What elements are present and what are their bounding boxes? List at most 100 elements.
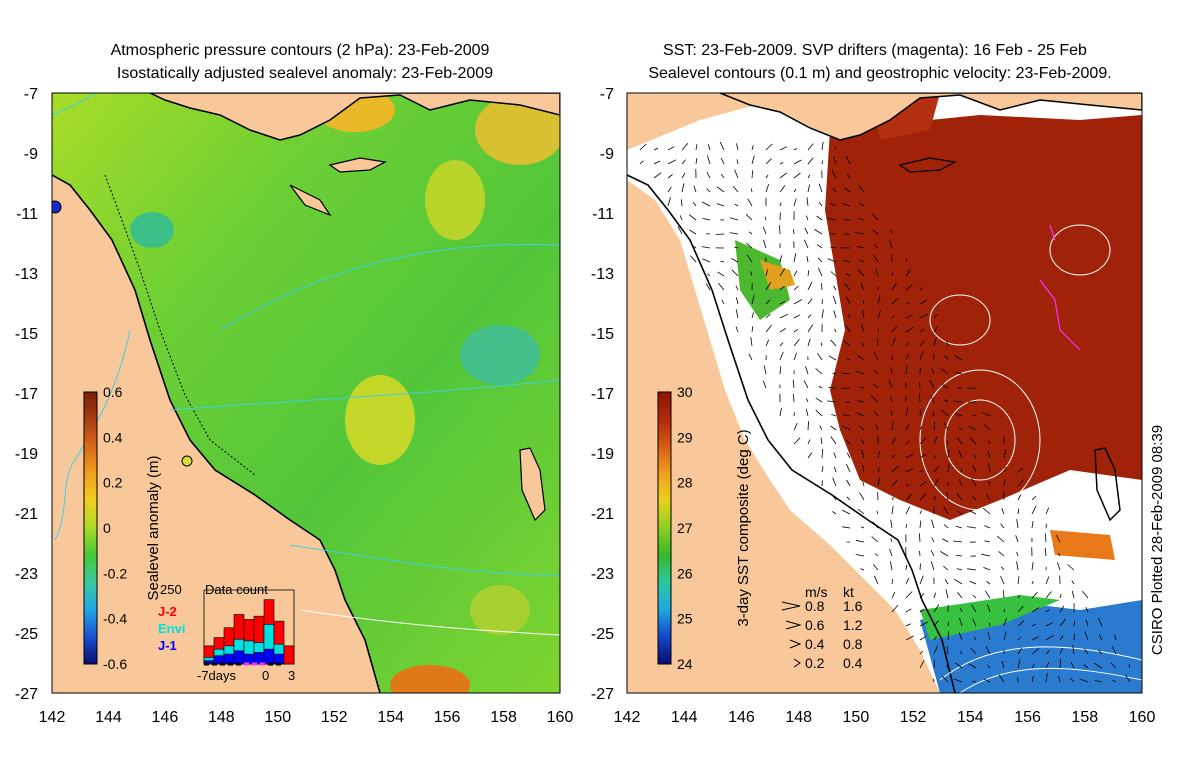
velocity-arrow: [779, 202, 782, 207]
velocity-arrow: [959, 427, 963, 431]
velocity-arrow: [1110, 662, 1117, 669]
velocity-arrow: [947, 631, 950, 641]
velocity-arrow: [820, 437, 823, 445]
velocity-arrow: [919, 510, 922, 515]
sla-ocean-field: [52, 93, 560, 693]
velocity-arrow: [933, 636, 937, 641]
lon-label-left: 158: [490, 709, 517, 726]
new-guinea-land: [149, 93, 560, 141]
velocity-arrow: [874, 244, 879, 249]
velocity-arrow: [905, 524, 907, 529]
velocity-arrow: [793, 437, 801, 445]
velocity-arrow: [891, 297, 899, 305]
right-colorbar-label: 3-day SST composite (deg C): [735, 429, 752, 626]
velocity-arrow: [793, 423, 798, 431]
velocity-arrow: [1067, 564, 1075, 571]
lat-label-left: -25: [15, 626, 38, 643]
velocity-arrow: [862, 465, 865, 473]
velocity-arrow: [960, 468, 963, 473]
velocity-arrow: [890, 561, 893, 571]
velocity-arrow: [833, 156, 837, 165]
velocity-arrow: [874, 553, 879, 557]
pressure-contour-2: [169, 379, 560, 411]
velocity-arrow: [933, 421, 935, 431]
velocity-arrow: [747, 198, 753, 207]
velocity-arrow: [830, 339, 837, 347]
velocity-arrow: [806, 256, 809, 263]
velocity-arrow: [940, 368, 949, 375]
velocity-arrow: [751, 170, 754, 179]
velocity-arrow: [818, 267, 823, 277]
velocity-arrow: [905, 342, 910, 347]
speed-legend-ms: 0.8: [805, 598, 825, 614]
velocity-arrow: [692, 245, 697, 249]
velocity-arrow: [1058, 553, 1061, 557]
velocity-arrow: [1058, 675, 1061, 683]
lon-label-right: 152: [900, 709, 927, 726]
speed-legend-header-kt: kt: [843, 584, 854, 600]
velocity-arrow: [860, 438, 865, 445]
velocity-arrow: [919, 453, 927, 459]
velocity-arrow: [807, 452, 813, 459]
velocity-arrow: [905, 301, 910, 305]
velocity-arrow: [827, 258, 837, 263]
velocity-arrow: [765, 143, 773, 151]
velocity-arrow: [873, 410, 879, 417]
speed-legend-arrow: [793, 658, 801, 668]
velocity-arrow: [890, 538, 893, 543]
velocity-arrow: [905, 468, 914, 473]
velocity-arrow: [919, 409, 922, 417]
velocity-arrow: [891, 505, 894, 515]
velocity-arrow: [905, 577, 910, 585]
velocity-arrow: [930, 561, 935, 571]
velocity-arrow: [831, 414, 837, 417]
inset-x-mid: 0: [262, 668, 269, 683]
velocity-arrow: [891, 272, 894, 277]
velocity-arrow: [871, 213, 879, 221]
right-colorbar-ticks: 30 29 28 27 26 25 24: [677, 384, 693, 672]
left-title-line1: Atmospheric pressure contours (2 hPa): 2…: [111, 42, 490, 59]
velocity-arrow: [953, 400, 963, 403]
velocity-arrow: [745, 213, 753, 221]
velocity-arrow: [807, 157, 814, 165]
velocity-arrow: [689, 229, 697, 235]
velocity-arrow: [943, 524, 949, 529]
velocity-arrow: [827, 217, 837, 221]
velocity-arrow: [735, 285, 739, 291]
lat-label-left: -9: [24, 146, 38, 163]
velocity-arrow: [905, 564, 908, 571]
velocity-arrow: [779, 255, 783, 263]
velocity-arrow: [1031, 607, 1040, 613]
velocity-arrow: [1059, 647, 1063, 655]
velocity-arrow: [843, 259, 851, 263]
velocity-arrow: [905, 494, 913, 501]
velocity-arrow: [970, 437, 977, 445]
velocity-arrow: [765, 282, 772, 291]
velocity-arrow: [842, 509, 851, 515]
velocity-arrow: [793, 328, 799, 333]
velocity-arrow: [969, 580, 977, 585]
velocity-arrow: [834, 328, 837, 333]
velocity-arrow: [779, 285, 785, 291]
velocity-arrow: [731, 269, 739, 277]
velocity-arrow: [875, 424, 879, 431]
velocity-arrow: [750, 337, 753, 347]
velocity-arrow: [889, 548, 893, 557]
velocity-arrow: [889, 396, 893, 403]
velocity-arrow: [1031, 636, 1039, 641]
velocity-arrow: [779, 185, 786, 193]
velocity-arrow: [890, 519, 893, 529]
islands-north: [289, 157, 387, 217]
velocity-arrow: [1045, 591, 1052, 599]
velocity-arrow: [985, 646, 991, 655]
velocity-arrow: [820, 342, 823, 347]
lat-label-right: -7: [600, 86, 614, 103]
colorbar-tick-label: 25: [677, 611, 693, 627]
velocity-arrow: [702, 258, 711, 263]
velocity-arrow: [875, 268, 879, 277]
sealevel-contour-1: [919, 369, 1041, 511]
velocity-arrow: [1083, 664, 1089, 669]
lat-label-right: -9: [600, 146, 614, 163]
velocity-arrow: [855, 554, 865, 557]
velocity-arrow: [919, 493, 926, 501]
